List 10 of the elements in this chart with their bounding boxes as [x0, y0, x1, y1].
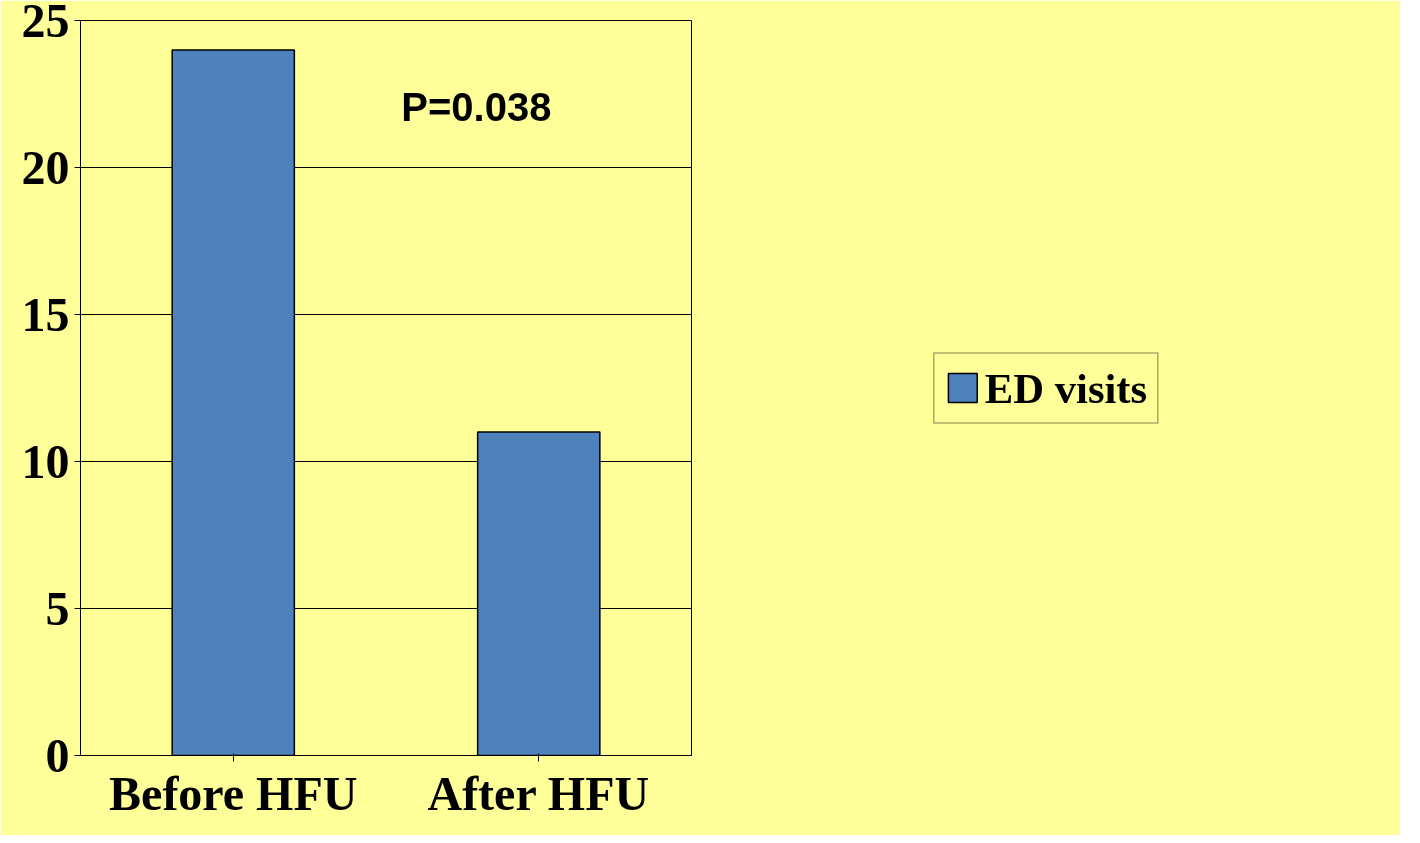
y-tick-label: 20: [21, 140, 70, 194]
x-tick-label: After HFU: [427, 766, 650, 820]
x-tick-label: Before HFU: [109, 766, 358, 820]
y-tick-label: 5: [45, 581, 70, 635]
y-tick-label: 10: [21, 434, 70, 488]
y-tick-label: 25: [21, 0, 70, 47]
annotation: P=0.038: [401, 85, 552, 130]
legend-label: ED visits: [984, 363, 1148, 412]
y-tick-label: 0: [45, 728, 70, 782]
y-tick-label: 15: [21, 287, 70, 341]
